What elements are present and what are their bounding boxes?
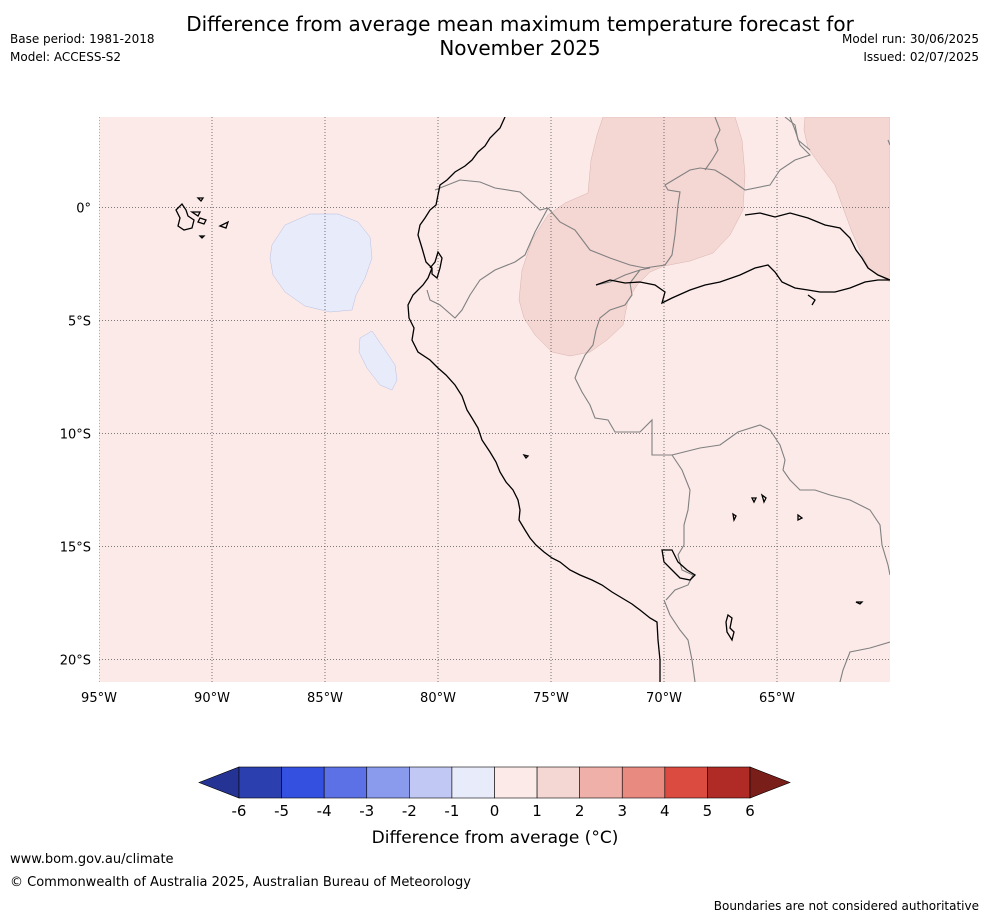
forecast-map: 0° 5°S 10°S 15°S 20°S 95°W 90°W 85°W 80°W 75°W 70… [60, 117, 890, 706]
colorbar-label: Difference from average (°C) [200, 828, 790, 848]
colorbar-swatch [323, 766, 368, 799]
map-title-line2: November 2025 [439, 36, 601, 60]
anomaly-fill-neg1-0-b [358, 330, 398, 391]
colorbar-swatches [198, 766, 791, 799]
colorbar-tick-label: -4 [317, 802, 332, 820]
base-period: Base period: 1981-2018 [10, 32, 155, 46]
colorbar-tick-label: -1 [444, 802, 459, 820]
colorbar-extend-low [198, 766, 240, 799]
colorbar-tick-label: -5 [274, 802, 289, 820]
map-panel [99, 117, 890, 682]
colorbar-swatch [536, 766, 580, 799]
gridlines [99, 117, 890, 682]
footer-note: Boundaries are not considered authoritat… [713, 899, 979, 913]
country-borders [426, 117, 890, 682]
longitude-label: 70°W [646, 691, 682, 706]
colorbar-tick-label: 2 [575, 802, 585, 820]
colorbar-tick-label: 4 [660, 802, 670, 820]
colorbar-swatch [664, 766, 708, 799]
anomaly-fill-1-2-east [803, 117, 890, 283]
map-title-line1: Difference from average mean maximum tem… [186, 12, 854, 36]
anomaly-fill-1-2-amazon [518, 117, 746, 357]
anomaly-fill-0-1 [99, 117, 890, 682]
colorbar-swatch [366, 766, 410, 799]
latitude-labels: 0° 5°S 10°S 15°S 20°S [60, 201, 91, 668]
footer-url: www.bom.gov.au/climate [10, 852, 174, 867]
colorbar-tick-label: 1 [532, 802, 542, 820]
longitude-label: 90°W [194, 691, 230, 706]
latitude-label: 20°S [60, 653, 91, 668]
latitude-label: 0° [76, 201, 91, 216]
longitude-label: 95°W [81, 691, 117, 706]
colorbar-extend-high [749, 766, 791, 799]
colorbar-tick-label: -6 [232, 802, 247, 820]
colorbar-swatch [621, 766, 666, 799]
colorbar-tick-label: 5 [703, 802, 713, 820]
colorbar-swatch [579, 766, 623, 799]
colorbar-tick-label: -3 [359, 802, 374, 820]
model-run: Model run: 30/06/2025 [841, 32, 979, 46]
footer-copyright: © Commonwealth of Australia 2025, Austra… [10, 875, 471, 890]
longitude-label: 80°W [420, 691, 456, 706]
anomaly-fill-neg1-0-a [269, 213, 373, 313]
colorbar-ticks: -6 -5 -4 -3 -2 -1 0 1 2 3 4 5 6 [232, 802, 755, 820]
colorbar-label-text: Difference from average ( [371, 828, 592, 848]
colorbar-swatch [494, 766, 538, 799]
latitude-label: 5°S [68, 314, 91, 329]
meta-right: Model run: 30/06/2025 Issued: 02/07/2025 [842, 30, 979, 66]
latitude-label: 10°S [60, 427, 91, 442]
coastlines [175, 117, 890, 682]
meta-left: Base period: 1981-2018 Model: ACCESS-S2 [10, 30, 155, 66]
colorbar-swatch [707, 766, 751, 799]
longitude-label: 85°W [307, 691, 343, 706]
colorbar-tick-label: 3 [617, 802, 627, 820]
colorbar-label-unit: °C [591, 828, 612, 848]
longitude-label: 65°W [759, 691, 795, 706]
longitude-label: 75°W [533, 691, 569, 706]
colorbar-tick-label: -2 [402, 802, 417, 820]
colorbar-swatch [409, 766, 453, 799]
colorbar-label-close: ) [611, 828, 619, 848]
colorbar-swatch [451, 766, 495, 799]
colorbar-swatch [238, 766, 282, 799]
latitude-label: 15°S [60, 540, 91, 555]
map-title: Difference from average mean maximum tem… [150, 12, 890, 60]
colorbar-swatch [281, 766, 325, 799]
issued-date: Issued: 02/07/2025 [863, 50, 979, 64]
colorbar-tick-label: 0 [490, 802, 500, 820]
model-name: Model: ACCESS-S2 [10, 50, 122, 64]
colorbar-tick-label: 6 [745, 802, 755, 820]
colorbar: -6 -5 -4 -3 -2 -1 0 1 2 3 4 5 6 [198, 766, 791, 820]
longitude-labels: 95°W 90°W 85°W 80°W 75°W 70°W 65°W [81, 691, 795, 706]
